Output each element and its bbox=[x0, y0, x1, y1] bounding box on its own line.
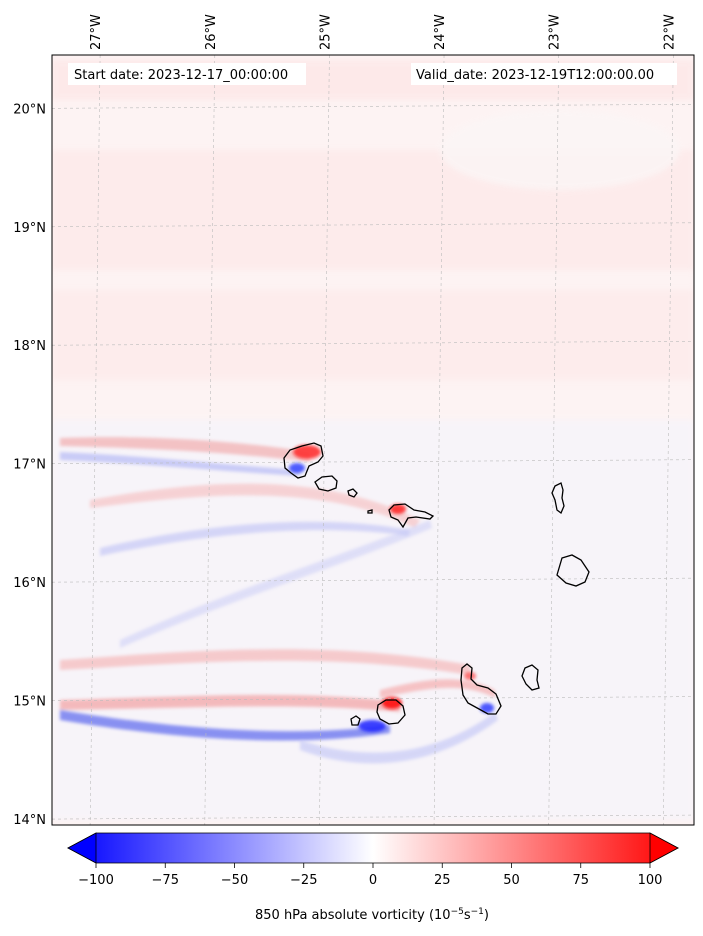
valid-date-label: Valid_date: 2023-12-19T12:00:00.00 bbox=[416, 68, 654, 83]
island-sao-vicente bbox=[314, 475, 338, 492]
island-maio bbox=[521, 664, 540, 691]
parallel-line bbox=[52, 814, 694, 820]
colorbar-tick-label: −100 bbox=[78, 873, 114, 888]
field-streak bbox=[60, 437, 310, 462]
field-streak bbox=[90, 483, 420, 528]
gridlines bbox=[52, 55, 694, 825]
colorbar-tick-label: −25 bbox=[290, 873, 317, 888]
meridian-line bbox=[663, 55, 674, 825]
map-frame bbox=[51, 54, 695, 826]
longitude-tick-label: 26°W bbox=[204, 14, 219, 50]
longitude-labels: 27°W 26°W 25°W 24°W 23°W 22°W bbox=[89, 14, 677, 50]
island-fogo bbox=[376, 699, 406, 725]
latitude-tick-label: 16°N bbox=[13, 576, 46, 591]
island-boa-vista bbox=[556, 554, 590, 587]
field-streak bbox=[60, 452, 300, 476]
latitude-labels: 20°N 19°N 18°N 17°N 16°N 15°N 14°N bbox=[13, 102, 46, 828]
field-hotspot bbox=[358, 720, 386, 732]
colorbar-min-extend bbox=[67, 832, 97, 864]
colorbar-bar bbox=[67, 832, 679, 864]
island-santiago bbox=[460, 663, 502, 715]
colorbar-tick-label: 75 bbox=[572, 873, 589, 888]
island-santa-luzia bbox=[347, 488, 358, 498]
field-streak bbox=[300, 712, 498, 764]
field-hotspot bbox=[293, 445, 321, 459]
island-raso bbox=[367, 509, 373, 514]
meridian-line bbox=[204, 55, 216, 825]
island-sao-nicolau bbox=[388, 503, 435, 529]
field-band bbox=[52, 290, 694, 380]
latitude-tick-label: 15°N bbox=[13, 695, 46, 710]
colorbar-max-extend bbox=[649, 832, 679, 864]
field-streak bbox=[60, 649, 470, 675]
colorbar-tick-label: −75 bbox=[152, 873, 179, 888]
colorbar-tick-label: 0 bbox=[369, 873, 377, 888]
latitude-tick-label: 20°N bbox=[13, 102, 46, 117]
field-hotspot bbox=[289, 463, 305, 473]
start-date-label: Start date: 2023-12-17_00:00:00 bbox=[74, 68, 288, 83]
island-santo-antao bbox=[283, 442, 324, 479]
meridian-line bbox=[433, 55, 445, 825]
longitude-tick-label: 23°W bbox=[548, 14, 563, 50]
field-hotspot bbox=[390, 504, 406, 514]
start-date-box bbox=[68, 63, 306, 85]
colorbar-tick-label: 100 bbox=[638, 873, 663, 888]
parallel-line bbox=[52, 696, 694, 701]
meridian-line bbox=[319, 55, 330, 825]
parallel-line bbox=[52, 340, 694, 346]
colorbar: −100 −75 −50 −25 0 25 50 75 100 850 hPa absolute… bbox=[67, 832, 679, 923]
field-patch bbox=[440, 110, 680, 190]
meridian-line bbox=[89, 55, 101, 825]
longitude-tick-label: 25°W bbox=[318, 14, 333, 50]
island-brava bbox=[350, 715, 361, 726]
latitude-tick-label: 17°N bbox=[13, 458, 46, 473]
meridian-line bbox=[548, 55, 559, 825]
latitude-tick-label: 14°N bbox=[13, 813, 46, 828]
parallel-line bbox=[52, 104, 694, 109]
field-streak bbox=[380, 679, 495, 698]
colorbar-tick-label: 25 bbox=[434, 873, 451, 888]
valid-date-box bbox=[411, 63, 677, 85]
field-streak bbox=[120, 520, 432, 648]
parallel-line bbox=[52, 577, 694, 583]
parallel-line bbox=[52, 222, 694, 228]
longitude-tick-label: 27°W bbox=[89, 14, 104, 50]
island-sal bbox=[551, 482, 565, 515]
field-streak bbox=[60, 694, 400, 712]
latitude-tick-label: 18°N bbox=[13, 339, 46, 354]
colorbar-ticks: −100 −75 −50 −25 0 25 50 75 100 bbox=[78, 863, 662, 888]
colorbar-tick-label: 50 bbox=[503, 873, 520, 888]
parallel-line bbox=[52, 459, 694, 464]
field-streak bbox=[60, 710, 390, 741]
longitude-tick-label: 22°W bbox=[662, 14, 677, 50]
field-hotspot bbox=[480, 703, 494, 713]
longitude-tick-label: 24°W bbox=[433, 14, 448, 50]
field-streak bbox=[100, 521, 410, 556]
coastlines bbox=[283, 442, 590, 726]
latitude-tick-label: 19°N bbox=[13, 221, 46, 236]
field-hotspot bbox=[464, 672, 476, 680]
colorbar-tick-label: −50 bbox=[221, 873, 248, 888]
colorbar-title: 850 hPa absolute vorticity (10−5s−1) bbox=[255, 907, 489, 923]
vorticity-field bbox=[52, 55, 694, 825]
